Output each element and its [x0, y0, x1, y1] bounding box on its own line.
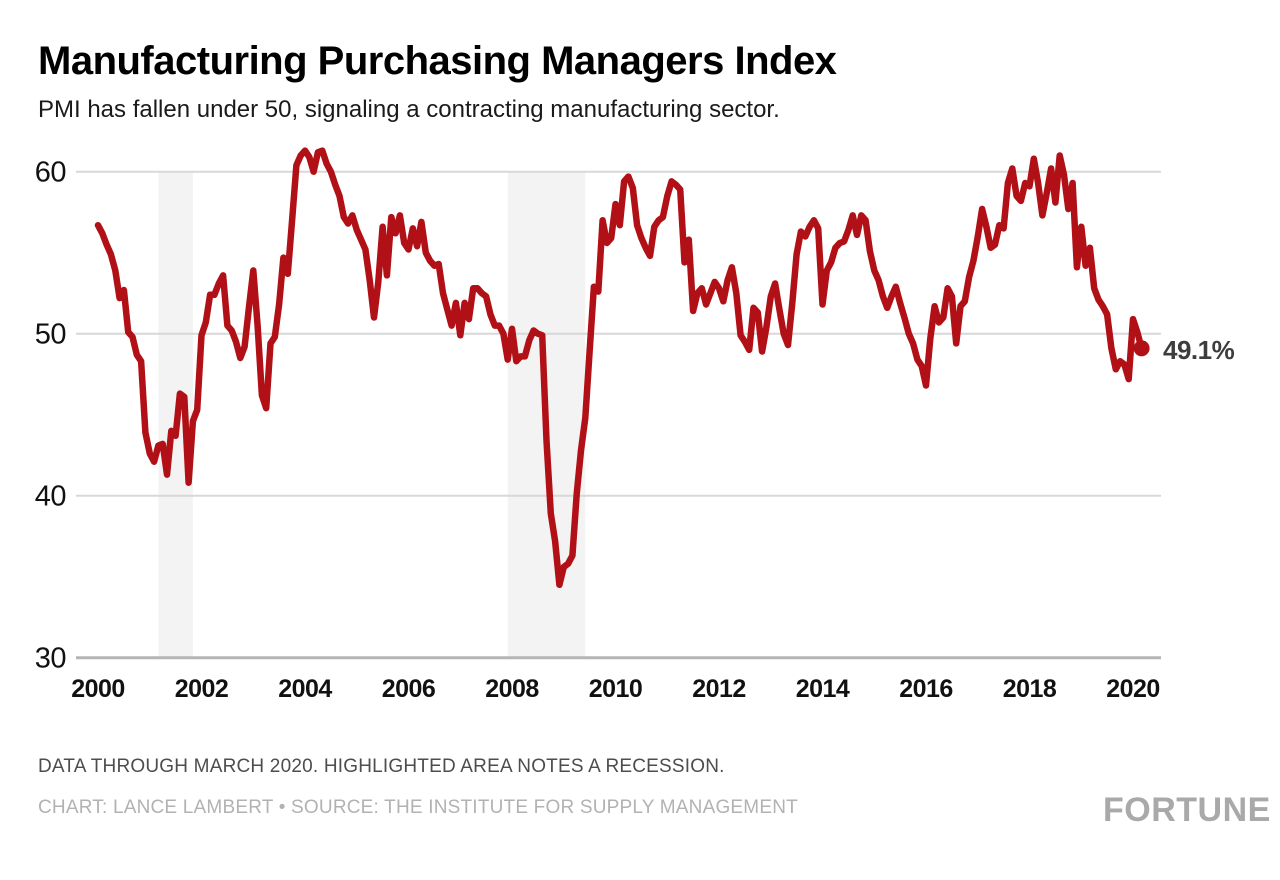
x-tick-label: 2014 — [796, 675, 850, 703]
chart-subtitle: PMI has fallen under 50, signaling a con… — [38, 96, 780, 123]
credit-line: CHART: LANCE LAMBERT • SOURCE: THE INSTI… — [38, 797, 798, 818]
y-tick-label: 50 — [35, 319, 66, 351]
x-tick-label: 2012 — [692, 675, 746, 703]
x-tick-label: 2018 — [1003, 675, 1057, 703]
x-tick-label: 2010 — [589, 675, 643, 703]
x-tick-label: 2020 — [1106, 675, 1160, 703]
y-tick-label: 30 — [35, 643, 66, 675]
x-tick-label: 2016 — [899, 675, 953, 703]
pmi-line — [94, 147, 1145, 589]
x-tick-label: 2004 — [278, 675, 332, 703]
y-tick-label: 40 — [35, 481, 66, 513]
x-tick-label: 2006 — [382, 675, 436, 703]
fortune-logo: FORTUNE — [1103, 791, 1271, 829]
last-value-label: 49.1% — [1163, 335, 1235, 365]
x-tick-label: 2002 — [175, 675, 229, 703]
end-point-dot — [1133, 340, 1150, 357]
chart-title: Manufacturing Purchasing Managers Index — [38, 39, 837, 83]
footnote: DATA THROUGH MARCH 2020. HIGHLIGHTED ARE… — [38, 756, 725, 777]
x-tick-label: 2008 — [485, 675, 539, 703]
x-tick-label: 2000 — [71, 675, 125, 703]
y-tick-label: 60 — [35, 157, 66, 189]
